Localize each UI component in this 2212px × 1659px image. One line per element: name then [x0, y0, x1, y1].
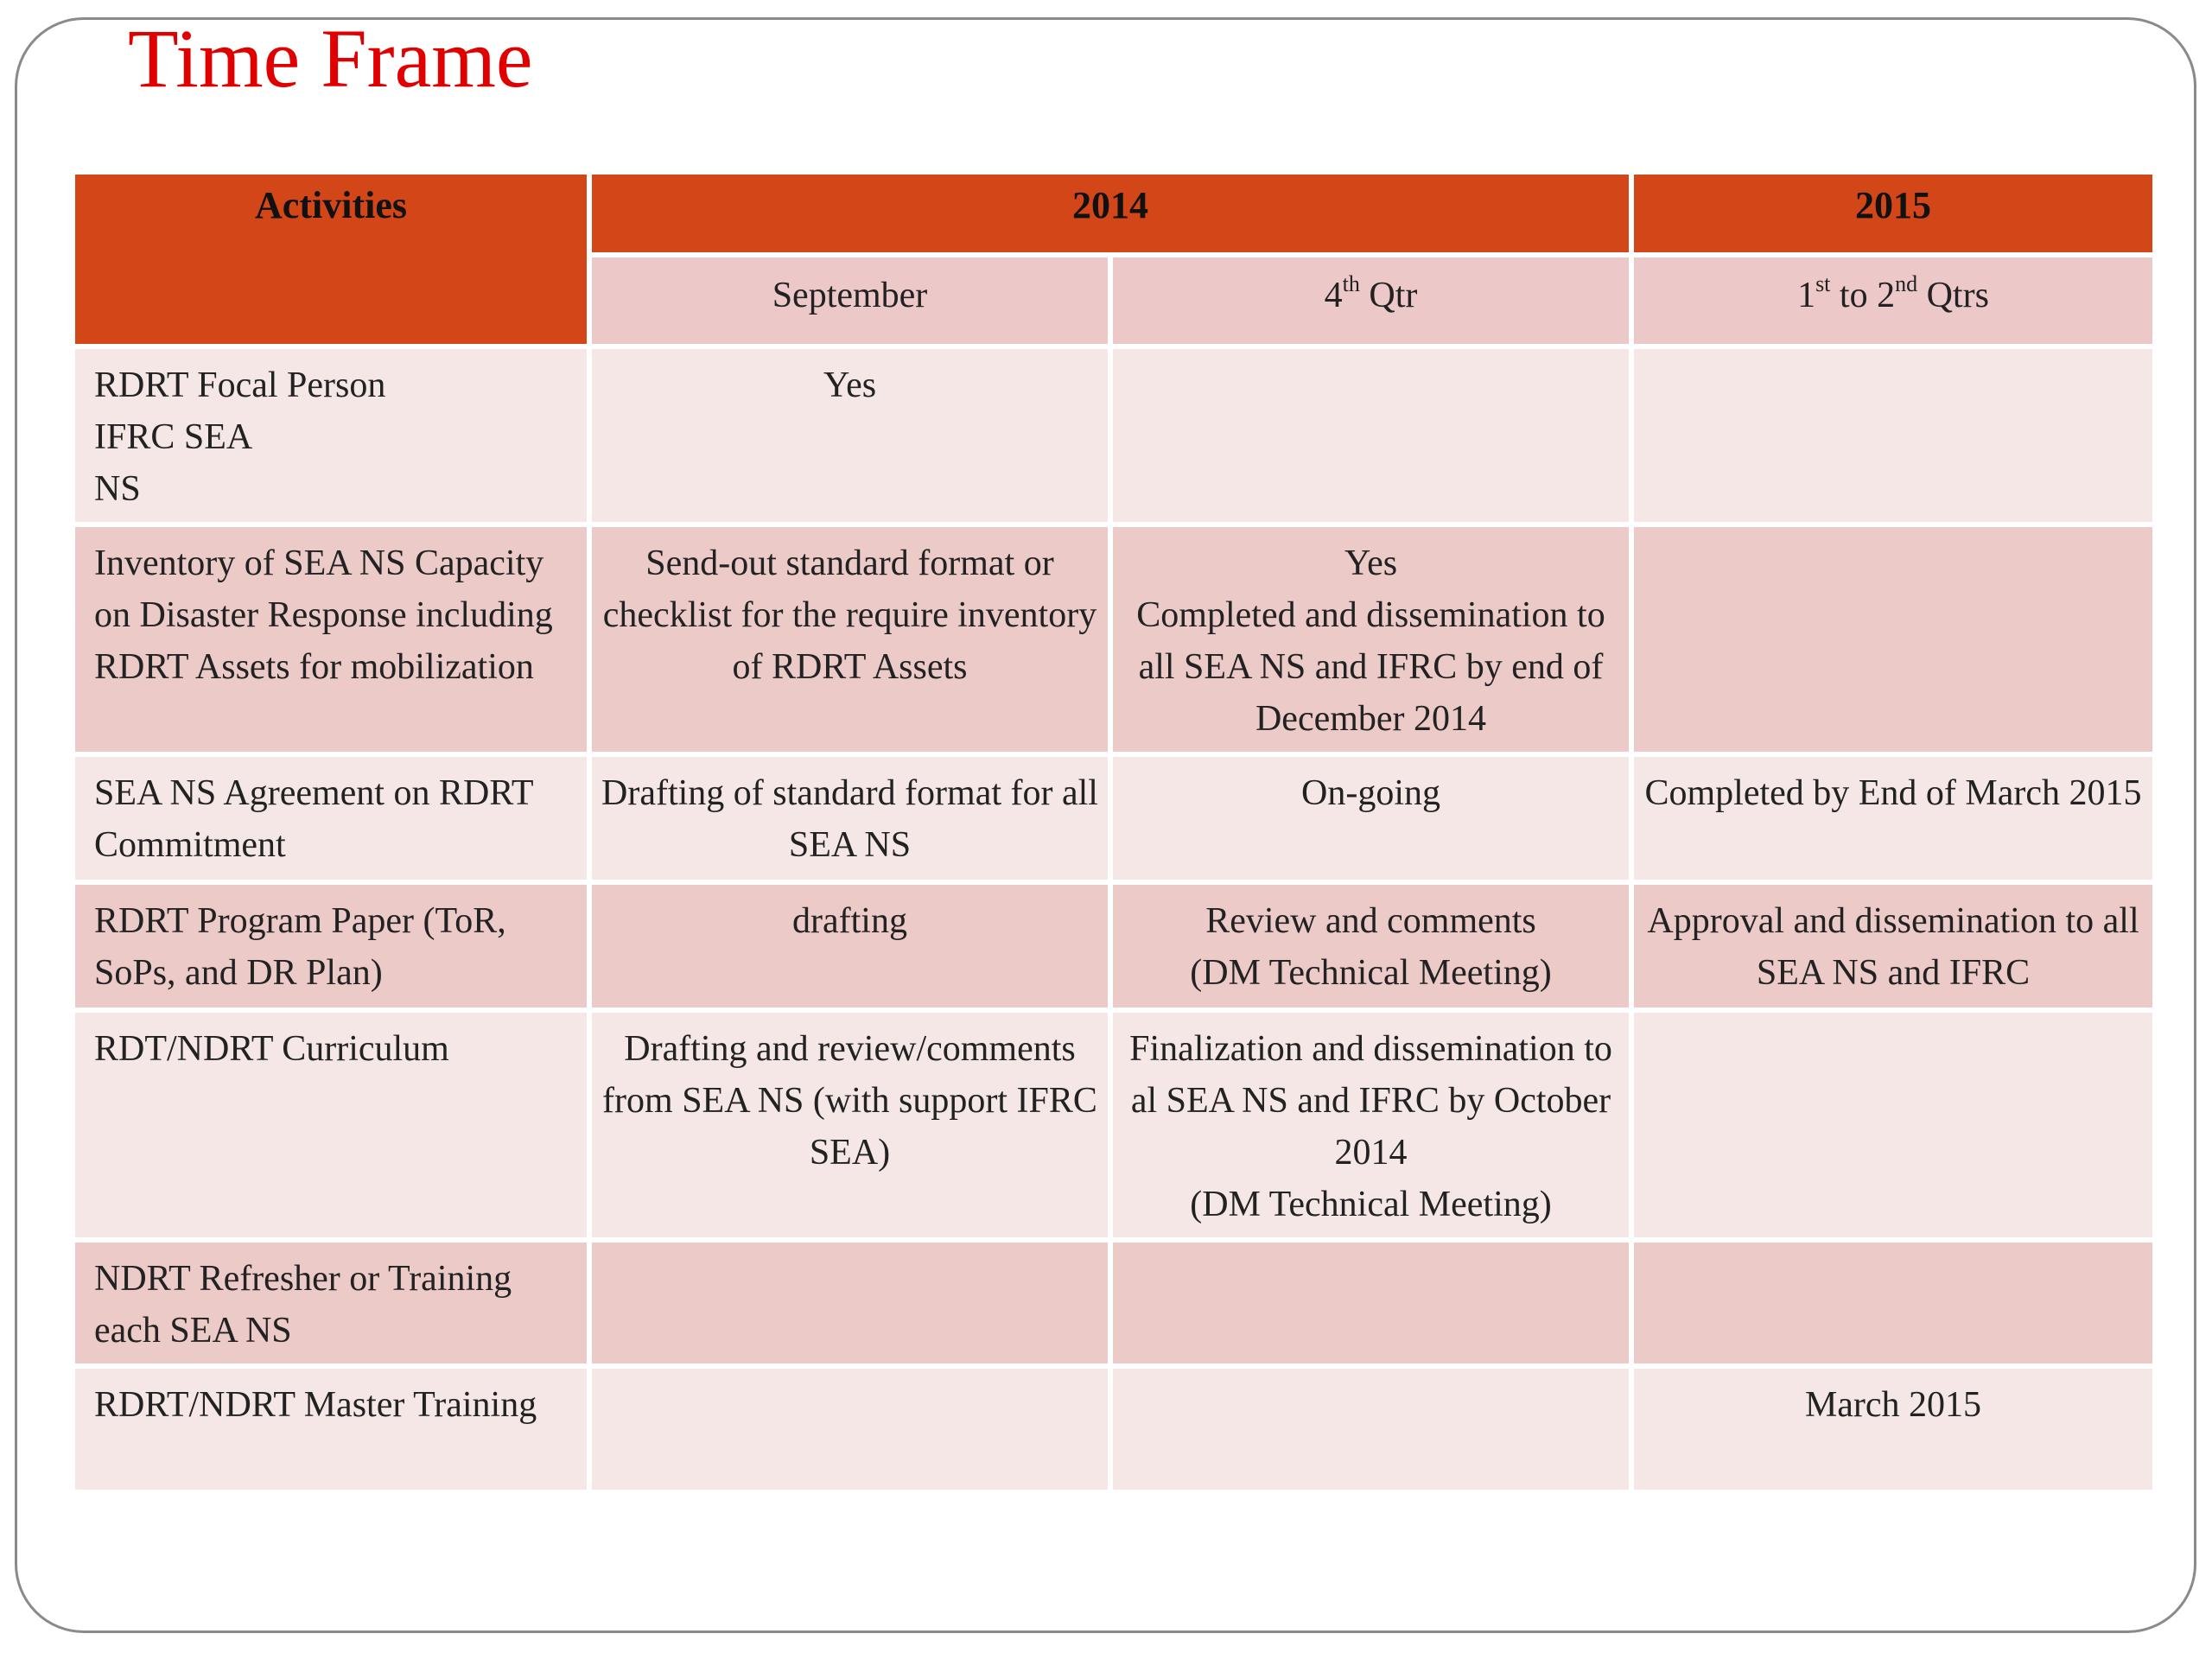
table-row: RDRT Focal Person IFRC SEA NS Yes: [75, 349, 2152, 522]
y2015-cell: March 2015: [1634, 1369, 2152, 1490]
slide-title: Time Frame: [128, 12, 533, 105]
y2015-cell: [1634, 527, 2152, 752]
table-row: NDRT Refresher or Training each SEA NS: [75, 1243, 2152, 1363]
header-year-2015: 2015: [1634, 175, 2152, 252]
table-row: RDRT/NDRT Master Training March 2015: [75, 1369, 2152, 1490]
y2015-cell: Approval and dissemination to all SEA NS…: [1634, 885, 2152, 1007]
header-year-2014: 2014: [592, 175, 1629, 252]
q4-cell: Finalization and dissemination to al SEA…: [1113, 1013, 1629, 1237]
y2015-cell: [1634, 1013, 2152, 1237]
q4-cell: Yes Completed and dissemination to all S…: [1113, 527, 1629, 752]
subheader-q4-number: 4: [1324, 276, 1343, 315]
activity-cell: NDRT Refresher or Training each SEA NS: [75, 1243, 587, 1363]
header-activities: Activities: [75, 175, 587, 344]
subheader-q4-label: Qtr: [1359, 276, 1418, 315]
subheader-q12-first: 1: [1797, 276, 1816, 315]
activity-cell: Inventory of SEA NS Capacity on Disaster…: [75, 527, 587, 752]
q4-cell: On-going: [1113, 757, 1629, 880]
y2015-cell: Completed by End of March 2015: [1634, 757, 2152, 880]
timeframe-table: Activities 2014 2015 September 4th Qtr 1…: [70, 169, 2158, 1495]
subheader-q12-label: Qtrs: [1917, 276, 1989, 315]
subheader-september: September: [592, 257, 1108, 344]
september-cell: Send-out standard format or checklist fo…: [592, 527, 1108, 752]
subheader-q12-second-suffix: nd: [1895, 271, 1918, 296]
table-row: SEA NS Agreement on RDRT Commitment Draf…: [75, 757, 2152, 880]
q4-cell: [1113, 349, 1629, 522]
q4-cell: Review and comments (DM Technical Meetin…: [1113, 885, 1629, 1007]
slide-frame: [15, 17, 2196, 1633]
activity-cell: RDT/NDRT Curriculum: [75, 1013, 587, 1237]
subheader-q12-first-suffix: st: [1815, 271, 1831, 296]
y2015-cell: [1634, 1243, 2152, 1363]
subheader-1st-to-2nd-qtrs: 1st to 2nd Qtrs: [1634, 257, 2152, 344]
q4-cell: [1113, 1243, 1629, 1363]
table-row: RDT/NDRT Curriculum Drafting and review/…: [75, 1013, 2152, 1237]
table-row: Inventory of SEA NS Capacity on Disaster…: [75, 527, 2152, 752]
activity-cell: RDRT Program Paper (ToR, SoPs, and DR Pl…: [75, 885, 587, 1007]
table-row: RDRT Program Paper (ToR, SoPs, and DR Pl…: [75, 885, 2152, 1007]
activity-cell: RDRT Focal Person IFRC SEA NS: [75, 349, 587, 522]
september-cell: Yes: [592, 349, 1108, 522]
y2015-cell: [1634, 349, 2152, 522]
q4-cell: [1113, 1369, 1629, 1490]
september-cell: Drafting and review/comments from SEA NS…: [592, 1013, 1108, 1237]
september-cell: Drafting of standard format for all SEA …: [592, 757, 1108, 880]
september-cell: [592, 1243, 1108, 1363]
activity-cell: SEA NS Agreement on RDRT Commitment: [75, 757, 587, 880]
september-cell: drafting: [592, 885, 1108, 1007]
activity-cell: RDRT/NDRT Master Training: [75, 1369, 587, 1490]
subheader-q12-middle: to 2: [1830, 276, 1896, 315]
subheader-q4-suffix: th: [1342, 271, 1360, 296]
september-cell: [592, 1369, 1108, 1490]
subheader-4th-qtr: 4th Qtr: [1113, 257, 1629, 344]
